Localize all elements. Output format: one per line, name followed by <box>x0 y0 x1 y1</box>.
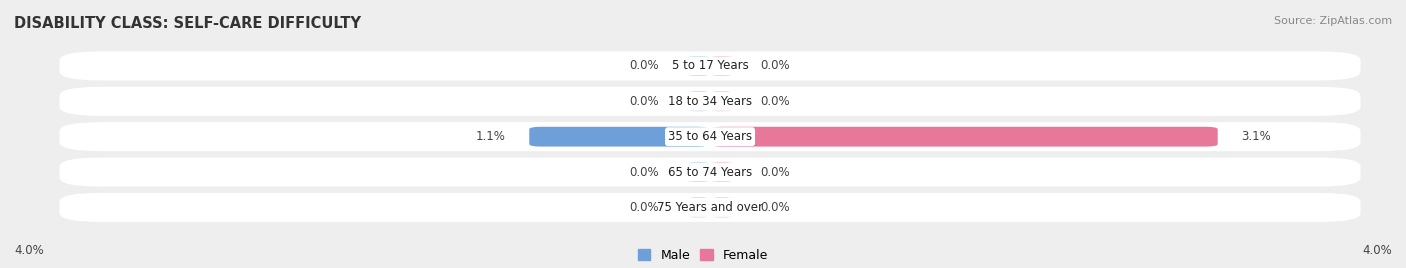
Text: 4.0%: 4.0% <box>1362 244 1392 257</box>
FancyBboxPatch shape <box>711 91 733 111</box>
FancyBboxPatch shape <box>688 56 709 76</box>
Text: 75 Years and over: 75 Years and over <box>657 201 763 214</box>
Text: 0.0%: 0.0% <box>761 166 790 178</box>
FancyBboxPatch shape <box>529 127 709 147</box>
FancyBboxPatch shape <box>59 158 1361 187</box>
Text: 35 to 64 Years: 35 to 64 Years <box>668 130 752 143</box>
Text: 0.0%: 0.0% <box>630 59 659 72</box>
FancyBboxPatch shape <box>711 162 733 182</box>
Text: 0.0%: 0.0% <box>630 95 659 108</box>
FancyBboxPatch shape <box>59 87 1361 116</box>
FancyBboxPatch shape <box>711 198 733 217</box>
Text: 1.1%: 1.1% <box>475 130 506 143</box>
FancyBboxPatch shape <box>711 56 733 76</box>
FancyBboxPatch shape <box>688 91 709 111</box>
Text: 0.0%: 0.0% <box>630 166 659 178</box>
Text: 65 to 74 Years: 65 to 74 Years <box>668 166 752 178</box>
Text: 0.0%: 0.0% <box>761 201 790 214</box>
FancyBboxPatch shape <box>711 127 1218 147</box>
Text: 0.0%: 0.0% <box>761 59 790 72</box>
Text: 5 to 17 Years: 5 to 17 Years <box>672 59 748 72</box>
FancyBboxPatch shape <box>59 193 1361 222</box>
Legend: Male, Female: Male, Female <box>638 249 768 262</box>
Text: 18 to 34 Years: 18 to 34 Years <box>668 95 752 108</box>
Text: 3.1%: 3.1% <box>1241 130 1271 143</box>
FancyBboxPatch shape <box>688 198 709 217</box>
Text: Source: ZipAtlas.com: Source: ZipAtlas.com <box>1274 16 1392 26</box>
Text: 4.0%: 4.0% <box>14 244 44 257</box>
FancyBboxPatch shape <box>59 122 1361 151</box>
FancyBboxPatch shape <box>59 51 1361 80</box>
Text: DISABILITY CLASS: SELF-CARE DIFFICULTY: DISABILITY CLASS: SELF-CARE DIFFICULTY <box>14 16 361 31</box>
Text: 0.0%: 0.0% <box>630 201 659 214</box>
FancyBboxPatch shape <box>688 162 709 182</box>
Text: 0.0%: 0.0% <box>761 95 790 108</box>
